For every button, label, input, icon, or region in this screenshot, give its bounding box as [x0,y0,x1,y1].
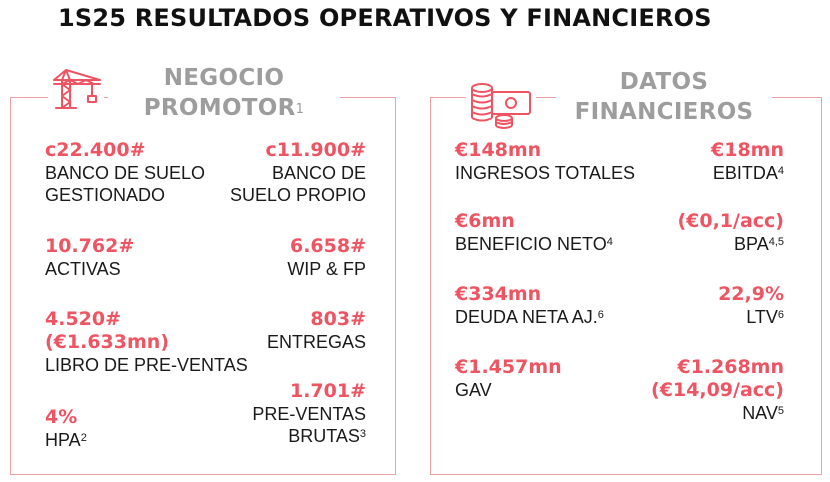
stat-ingresos: €148mn INGRESOS TOTALES [455,139,635,184]
stat-label: BRUTAS3 [288,426,366,446]
stat-deuda-neta: €334mn DEUDA NETA AJ.6 [455,283,604,328]
stat-preventas-brutas: 1.701# PRE-VENTAS BRUTAS3 [252,380,366,447]
stat-label: ACTIVAS [45,259,121,279]
stat-label: DEUDA NETA AJ.6 [455,307,604,327]
stat-value: 1.701# [289,380,366,402]
stat-value: 803# [310,308,366,330]
footnote-ref: 4,5 [768,236,784,248]
header-line-1: DATOS [619,69,709,95]
stat-value: 10.762# [45,235,135,257]
header-line-2: FINANCIEROS [574,99,754,125]
stat-value-secondary: (€14,09/acc) [651,379,784,401]
stat-label: BPA4,5 [734,234,784,254]
footnote-ref: 3 [359,428,366,440]
stat-preventas-libro: 4.520# (€1.633mn) LIBRO DE PRE-VENTAS [45,308,248,376]
stat-value-secondary: (€1.633mn) [45,331,170,353]
header-line-1: NEGOCIO [163,65,285,91]
stat-nav: €1.268mn (€14,09/acc) NAV5 [651,356,784,424]
stat-hpa: 4% HPA2 [45,406,87,451]
stat-label: WIP & FP [287,259,366,279]
coins-banknote-icon [466,80,536,130]
footnote-ref: 5 [777,405,784,417]
stat-label: BENEFICIO NETO4 [455,234,613,254]
negocio-promotor-header: NEGOCIO PROMOTOR1 [108,63,340,123]
stat-ebitda: €18mn EBITDA4 [711,139,784,184]
crane-icon [48,66,104,110]
stat-label: LTV6 [746,307,784,327]
stat-label: HPA2 [45,430,87,450]
stat-banco-propio: c11.900# BANCO DE SUELO PROPIO [230,139,366,206]
footnote-ref: 6 [597,309,604,321]
stat-beneficio-neto: €6mn BENEFICIO NETO4 [455,210,613,255]
stat-value: c22.400# [45,139,146,161]
stat-bpa: (€0,1/acc) BPA4,5 [677,210,784,255]
stat-entregas: 803# ENTREGAS [267,308,366,353]
stat-label: PRE-VENTAS [252,404,366,424]
footnote-ref: 4 [606,236,613,248]
stat-label: GAV [455,380,492,400]
footnote-ref: 6 [777,309,784,321]
stat-wip: 6.658# WIP & FP [287,235,366,280]
stat-label: GESTIONADO [45,185,166,205]
stat-value: €1.457mn [455,356,562,378]
footnote-ref: 1 [295,102,305,117]
stat-value: €334mn [455,283,542,305]
stat-label: SUELO PROPIO [229,185,366,205]
stat-activas: 10.762# ACTIVAS [45,235,134,280]
stat-label: INGRESOS TOTALES [455,163,636,183]
stat-value: (€0,1/acc) [677,210,784,232]
datos-financieros-header: DATOS FINANCIEROS [556,67,772,127]
stat-value: 6.658# [289,235,366,257]
stat-value: 22,9% [718,283,784,305]
stat-value: €1.268mn [677,356,784,378]
stat-value: c11.900# [265,139,366,161]
stat-banco-gestionado: c22.400# BANCO DE SUELO GESTIONADO [45,139,205,206]
page-title: 1S25 RESULTADOS OPERATIVOS Y FINANCIEROS [58,4,712,32]
stat-label: NAV5 [742,403,784,423]
stat-label: ENTREGAS [266,332,366,352]
header-line-2: PROMOTOR1 [143,95,305,121]
footnote-ref: 2 [80,432,87,444]
stat-label: EBITDA4 [712,163,784,183]
footnote-ref: 4 [777,165,784,177]
stat-value: 4.520# [45,308,122,330]
stat-value: €148mn [455,139,542,161]
stat-value: €6mn [455,210,515,232]
stat-label: BANCO DE [271,163,366,183]
stat-value: €18mn [711,139,784,161]
stat-value: 4% [45,406,78,428]
stat-label: LIBRO DE PRE-VENTAS [45,355,248,375]
stat-ltv: 22,9% LTV6 [718,283,784,328]
stat-label: BANCO DE SUELO [45,163,206,183]
stat-gav: €1.457mn GAV [455,356,562,401]
